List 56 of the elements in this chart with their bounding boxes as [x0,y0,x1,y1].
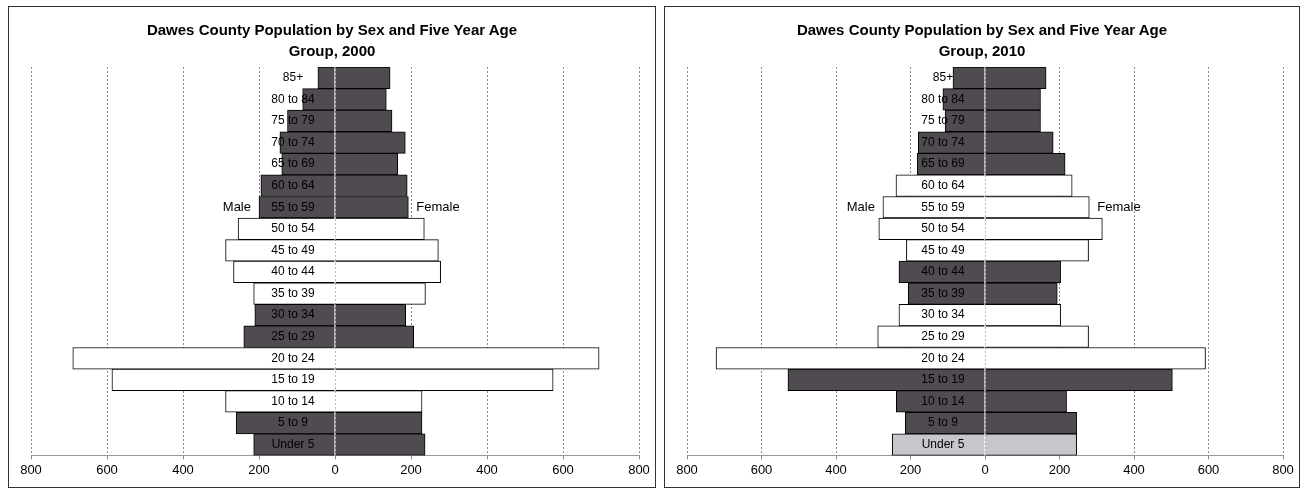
x-tick-label: 400 [172,461,194,477]
y-tick-label: 85+ [932,70,954,85]
x-tick-label: 600 [750,461,773,477]
y-tick-label: 15 to 19 [921,372,966,387]
y-tick-label: 80 to 84 [921,91,966,106]
y-tick-label: 25 to 29 [271,329,316,344]
y-tick-label: 60 to 64 [921,177,966,192]
chart-title: Dawes County Population by Sex and Five Year Age Group, 2010 [795,20,1169,61]
series-label: Female [1097,198,1141,214]
x-tick-label: 200 [1048,461,1071,477]
x-tick-label: 400 [825,461,847,477]
chart-title: Dawes County Population by Sex and Five Year Age Group, 2000 [145,20,519,61]
y-tick-label: 50 to 54 [921,221,966,236]
x-tick-label: 200 [248,461,270,477]
x-tick-label: 800 [20,461,42,477]
y-tick-label: 75 to 79 [271,113,316,128]
y-tick-label: 35 to 39 [271,285,316,300]
y-tick-label: Under 5 [921,436,965,451]
x-tick-label: 800 [1272,461,1294,477]
y-tick-label: 40 to 44 [271,264,316,279]
x-tick-label: 200 [899,461,922,477]
y-tick-label: 35 to 39 [921,285,966,300]
series-label: Male [222,198,251,214]
x-tick-label: 600 [1197,461,1220,477]
x-tick-label: 800 [676,461,698,477]
y-tick-label: 70 to 74 [921,134,966,149]
y-tick-label: 5 to 9 [927,415,959,430]
y-tick-label: 65 to 69 [921,156,966,171]
x-tick-label: 600 [96,461,118,477]
y-tick-label: 45 to 49 [271,242,316,257]
y-tick-label: 10 to 14 [271,393,316,408]
x-tick-label: 400 [476,461,498,477]
y-tick-label: 20 to 24 [921,350,966,365]
y-tick-label: 55 to 59 [271,199,316,214]
y-tick-label: 5 to 9 [277,415,309,430]
y-tick-label: 30 to 34 [271,307,316,322]
y-tick-label: 15 to 19 [271,372,316,387]
y-tick-label: 45 to 49 [921,242,966,257]
y-tick-label: 60 to 64 [271,177,316,192]
x-tick-label: 0 [331,461,339,477]
y-tick-label: Under 5 [271,436,315,451]
x-tick-label: 200 [400,461,422,477]
y-tick-label: 40 to 44 [921,264,966,279]
x-tick-label: 400 [1123,461,1145,477]
y-tick-label: 50 to 54 [271,221,316,236]
y-tick-label: 30 to 34 [921,307,966,322]
y-tick-label: 25 to 29 [921,329,966,344]
y-tick-label: 55 to 59 [921,199,966,214]
x-tick-label: 800 [628,461,650,477]
y-tick-label: 85+ [282,70,304,85]
x-tick-label: 0 [981,461,989,477]
y-tick-label: 20 to 24 [271,350,316,365]
y-tick-label: 10 to 14 [921,393,966,408]
x-tick-label: 600 [552,461,574,477]
series-label: Male [846,198,875,214]
series-label: Female [416,198,460,214]
